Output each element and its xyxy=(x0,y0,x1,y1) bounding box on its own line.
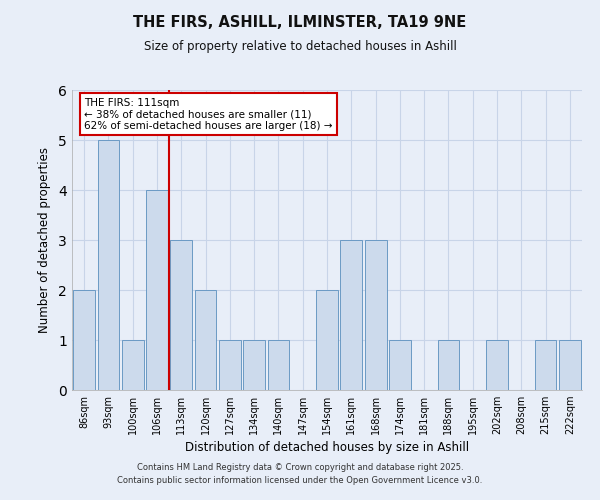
Text: THE FIRS, ASHILL, ILMINSTER, TA19 9NE: THE FIRS, ASHILL, ILMINSTER, TA19 9NE xyxy=(133,15,467,30)
Bar xyxy=(219,340,241,390)
Bar xyxy=(316,290,338,390)
Bar xyxy=(268,340,289,390)
Bar xyxy=(559,340,581,390)
Bar xyxy=(97,140,119,390)
Bar xyxy=(73,290,95,390)
Bar xyxy=(194,290,217,390)
Y-axis label: Number of detached properties: Number of detached properties xyxy=(38,147,52,333)
Bar xyxy=(122,340,143,390)
Bar xyxy=(535,340,556,390)
Bar xyxy=(243,340,265,390)
Bar xyxy=(486,340,508,390)
Bar xyxy=(170,240,192,390)
Bar xyxy=(365,240,386,390)
Bar xyxy=(437,340,460,390)
Bar xyxy=(146,190,168,390)
Bar xyxy=(340,240,362,390)
Bar xyxy=(389,340,411,390)
Text: THE FIRS: 111sqm
← 38% of detached houses are smaller (11)
62% of semi-detached : THE FIRS: 111sqm ← 38% of detached house… xyxy=(85,98,333,130)
Text: Size of property relative to detached houses in Ashill: Size of property relative to detached ho… xyxy=(143,40,457,53)
Text: Contains HM Land Registry data © Crown copyright and database right 2025.
Contai: Contains HM Land Registry data © Crown c… xyxy=(118,464,482,485)
X-axis label: Distribution of detached houses by size in Ashill: Distribution of detached houses by size … xyxy=(185,442,469,454)
